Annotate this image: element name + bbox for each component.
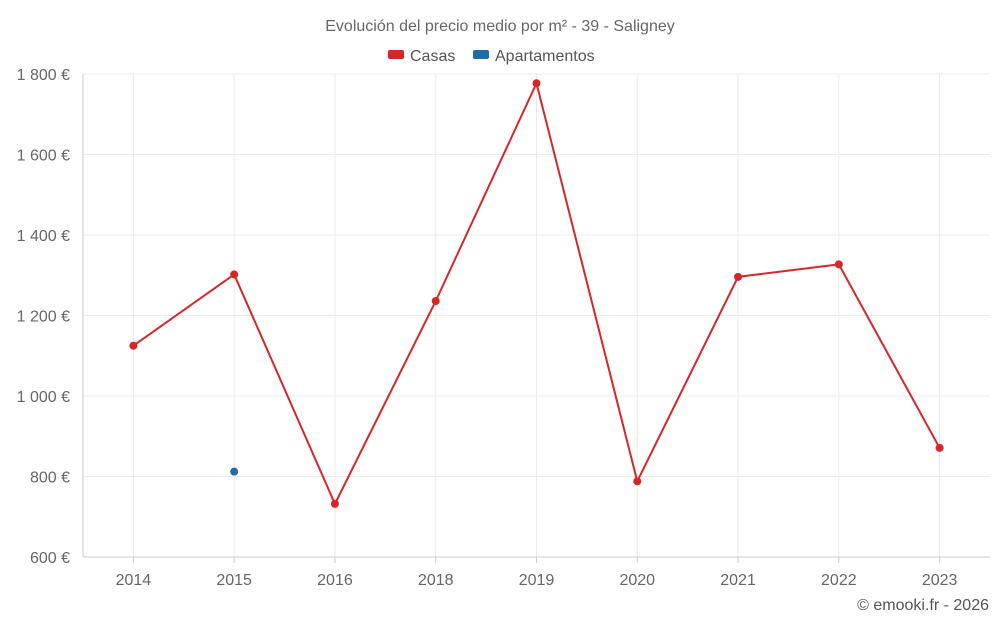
legend: Casas Apartamentos <box>388 48 595 65</box>
y-tick-label: 600 € <box>30 550 70 567</box>
y-tick-label: 1 200 € <box>17 309 70 326</box>
y-tick-label: 800 € <box>30 470 70 487</box>
x-tick-label: 2018 <box>418 572 454 589</box>
legend-item-apartamentos[interactable]: Apartamentos <box>473 48 595 65</box>
data-point-casas-2019[interactable] <box>532 79 541 88</box>
y-tick-label: 1 400 € <box>17 228 70 245</box>
data-point-casas-2014[interactable] <box>129 341 138 350</box>
x-tick-label: 2021 <box>720 572 756 589</box>
data-point-casas-2015[interactable] <box>230 270 239 279</box>
x-tick-label: 2019 <box>519 572 555 589</box>
y-tick-label: 1 800 € <box>17 67 70 84</box>
data-point-casas-2020[interactable] <box>633 477 642 486</box>
data-point-casas-2021[interactable] <box>734 272 743 281</box>
x-tick-label: 2022 <box>821 572 857 589</box>
data-point-casas-2018[interactable] <box>431 297 440 306</box>
chart-title: Evolución del precio medio por m² - 39 -… <box>325 18 675 35</box>
credit-text: © emooki.fr - 2026 <box>857 597 989 614</box>
legend-item-casas[interactable]: Casas <box>388 48 455 65</box>
x-tick-label: 2015 <box>216 572 252 589</box>
data-point-casas-2022[interactable] <box>834 260 843 269</box>
legend-swatch-casas <box>388 50 404 59</box>
x-tick-label: 2016 <box>317 572 353 589</box>
legend-label-apartamentos: Apartamentos <box>495 48 595 65</box>
x-tick-label: 2020 <box>619 572 655 589</box>
y-tick-label: 1 000 € <box>17 389 70 406</box>
x-tick-label: 2023 <box>922 572 958 589</box>
x-axis-ticks: 2014 2015 2016 2018 2019 2020 2021 2022 2023 <box>116 557 958 589</box>
y-axis-ticks: 600 € 800 € 1 000 € 1 200 € 1 400 € 1 600 € 1 … <box>17 67 70 567</box>
y-tick-label: 1 600 € <box>17 148 70 165</box>
grid <box>83 73 990 557</box>
data-point-casas-2023[interactable] <box>935 443 944 452</box>
x-tick-label: 2014 <box>116 572 152 589</box>
data-point-apartamentos-2015[interactable] <box>230 467 239 476</box>
data-point-casas-2016[interactable] <box>330 499 339 508</box>
series <box>129 79 944 508</box>
legend-swatch-apartamentos <box>473 50 489 59</box>
legend-label-casas: Casas <box>410 48 455 65</box>
